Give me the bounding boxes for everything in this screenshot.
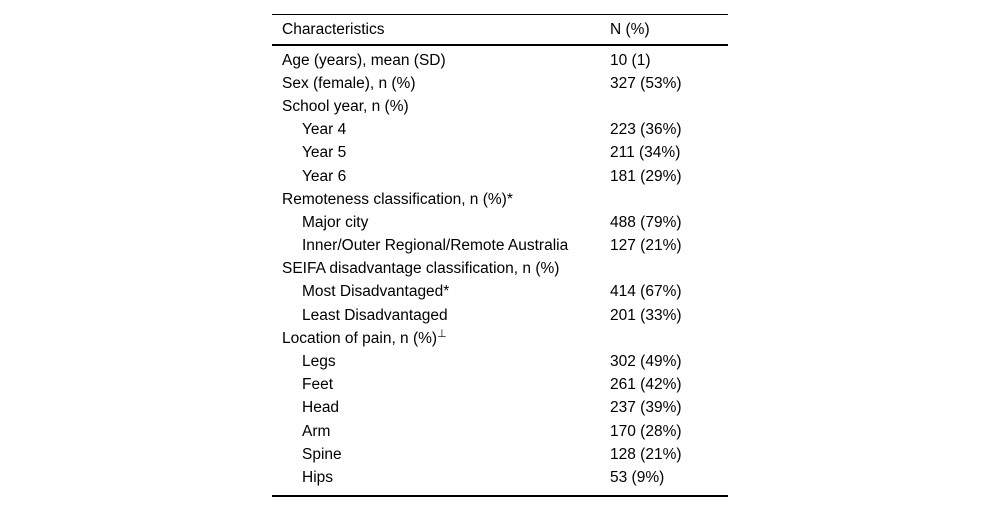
table-row: SEIFA disadvantage classification, n (%) (272, 258, 728, 281)
table-row: Spine 128 (21%) (272, 443, 728, 466)
row-label: SEIFA disadvantage classification, n (%) (282, 260, 560, 278)
row-value: 127 (21%) (610, 237, 682, 255)
characteristics-table: Characteristics N (%) Age (years), mean … (272, 14, 728, 497)
table-row: Remoteness classification, n (%)* (272, 188, 728, 211)
row-value: 10 (1) (610, 51, 651, 69)
row-value: 201 (33%) (610, 306, 682, 324)
table-row: Sex (female), n (%) 327 (53%) (272, 72, 728, 95)
row-value: 211 (34%) (610, 144, 681, 162)
row-label: Year 4 (302, 121, 347, 139)
row-value: 53 (9%) (610, 468, 665, 486)
row-label: Head (302, 399, 340, 417)
row-label: Location of pain, n (%)⊥ (282, 327, 447, 347)
row-label: Major city (302, 213, 369, 231)
table-row: Major city 488 (79%) (272, 211, 728, 234)
table-row: Least Disadvantaged 201 (33%) (272, 304, 728, 327)
row-value: 223 (36%) (610, 121, 682, 139)
table-row: Year 6 181 (29%) (272, 165, 728, 188)
row-label: Year 6 (302, 167, 347, 185)
row-value: 128 (21%) (610, 445, 682, 463)
row-label: Hips (302, 468, 334, 486)
row-value: 488 (79%) (610, 213, 682, 231)
row-label: Inner/Outer Regional/Remote Australia (302, 237, 569, 255)
row-label: Year 5 (302, 144, 347, 162)
row-label: Spine (302, 445, 342, 463)
row-label: Legs (302, 353, 336, 371)
row-value: 302 (49%) (610, 353, 682, 371)
table-body: Age (years), mean (SD) 10 (1) Sex (femal… (272, 46, 728, 495)
column-header-n-percent: N (%) (610, 20, 650, 38)
table-header-row: Characteristics N (%) (272, 15, 728, 46)
row-value: 170 (28%) (610, 422, 682, 440)
table-row: Inner/Outer Regional/Remote Australia 12… (272, 235, 728, 258)
table-row: Arm 170 (28%) (272, 420, 728, 443)
row-label: Age (years), mean (SD) (282, 51, 446, 69)
table-row: Feet 261 (42%) (272, 374, 728, 397)
table-row: Age (years), mean (SD) 10 (1) (272, 49, 728, 72)
row-label: School year, n (%) (282, 97, 409, 115)
table-row: School year, n (%) (272, 95, 728, 118)
footnote-marker: ⊥ (437, 327, 447, 340)
column-header-characteristics: Characteristics (282, 20, 385, 38)
table-row: Hips 53 (9%) (272, 466, 728, 489)
row-label: Remoteness classification, n (%)* (282, 190, 513, 208)
table-row: Legs 302 (49%) (272, 350, 728, 373)
row-label: Arm (302, 422, 331, 440)
table-row: Year 4 223 (36%) (272, 119, 728, 142)
row-label: Sex (female), n (%) (282, 74, 416, 92)
row-label: Most Disadvantaged* (302, 283, 450, 301)
row-value: 181 (29%) (610, 167, 682, 185)
table-row: Most Disadvantaged* 414 (67%) (272, 281, 728, 304)
row-value: 414 (67%) (610, 283, 682, 301)
table-row: Year 5 211 (34%) (272, 142, 728, 165)
row-value: 237 (39%) (610, 399, 682, 417)
table-row: Location of pain, n (%)⊥ (272, 327, 728, 350)
row-value: 327 (53%) (610, 74, 682, 92)
row-value: 261 (42%) (610, 376, 682, 394)
row-label: Feet (302, 376, 334, 394)
table-row: Head 237 (39%) (272, 397, 728, 420)
row-label: Least Disadvantaged (302, 306, 448, 324)
